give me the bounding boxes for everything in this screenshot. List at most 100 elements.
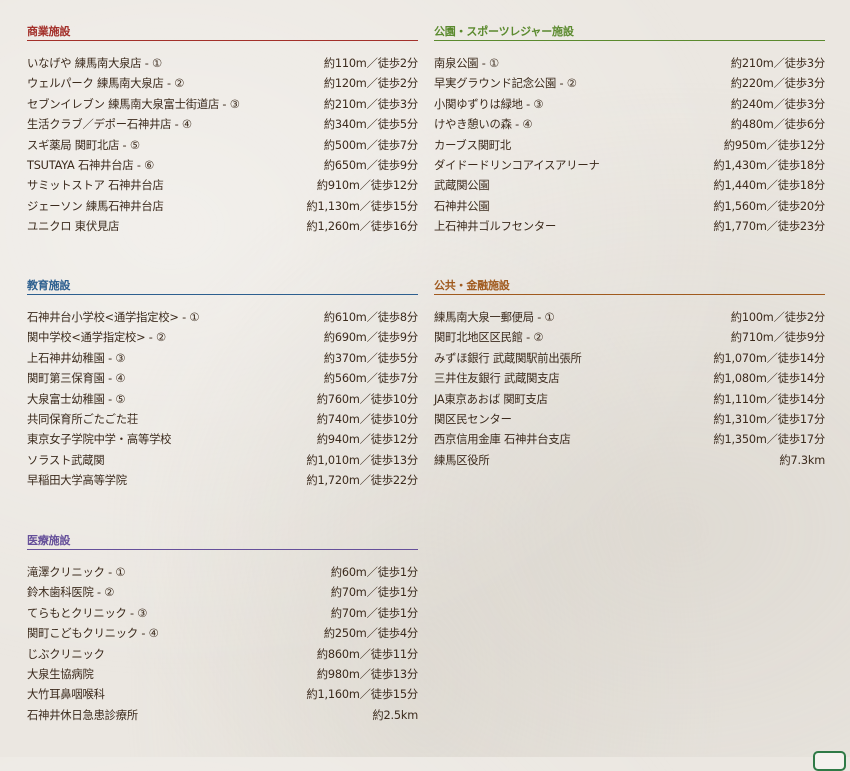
facility-row: ウェルパーク 練馬南大泉店 - ② 約120m／徒歩2分 <box>27 74 418 94</box>
facility-distance: 約1,560m／徒歩20分 <box>713 199 825 213</box>
facility-name: 東京女子学院中学・高等学校 <box>27 433 172 447</box>
facility-row: 石神井台小学校<通学指定校> - ① 約610m／徒歩8分 <box>27 308 418 328</box>
section-divider <box>27 294 418 295</box>
facility-distance: 約70m／徒歩1分 <box>330 606 418 620</box>
facility-row: 三井住友銀行 武蔵関支店 約1,080m／徒歩14分 <box>434 369 825 389</box>
facility-name: セブンイレブン 練馬南大泉富士街道店 - ③ <box>27 97 240 111</box>
facility-distance: 約1,720m／徒歩22分 <box>306 474 418 488</box>
facility-distance: 約1,010m／徒歩13分 <box>306 453 418 467</box>
facility-name: 武蔵関公園 <box>434 179 490 193</box>
facility-distance: 約1,770m／徒歩23分 <box>713 220 825 234</box>
facility-row: 関中学校<通学指定校> - ② 約690m／徒歩9分 <box>27 328 418 348</box>
facility-name: JA東京あおば 関町支店 <box>434 392 548 406</box>
facility-name: 三井住友銀行 武蔵関支店 <box>434 372 560 386</box>
facility-distance: 約1,080m／徒歩14分 <box>713 372 825 386</box>
section-education: 教育施設 石神井台小学校<通学指定校> - ① 約610m／徒歩8分 関中学校<… <box>27 277 418 492</box>
facility-name: 小関ゆずりは緑地 - ③ <box>434 97 544 111</box>
facility-distance: 約1,350m／徒歩17分 <box>713 433 825 447</box>
facility-distance: 約740m／徒歩10分 <box>316 412 418 426</box>
section-title: 教育施設 <box>27 279 71 292</box>
facility-row: 滝澤クリニック - ① 約60m／徒歩1分 <box>27 563 418 583</box>
facility-name: 上石神井幼稚園 - ③ <box>27 351 126 365</box>
facility-name: みずほ銀行 武蔵関駅前出張所 <box>434 351 582 365</box>
facility-row: 石神井公園 約1,560m／徒歩20分 <box>434 197 825 217</box>
facility-distance: 約2.5km <box>372 708 418 722</box>
facility-row: 早実グラウンド記念公園 - ② 約220m／徒歩3分 <box>434 74 825 94</box>
section-title: 公園・スポーツレジャー施設 <box>434 25 574 38</box>
facility-distance: 約860m／徒歩11分 <box>316 647 418 661</box>
facility-name: ユニクロ 東伏見店 <box>27 220 120 234</box>
facility-name: 練馬区役所 <box>434 453 490 467</box>
page-top-button[interactable] <box>813 751 846 771</box>
facility-name: 共同保育所ごたごた荘 <box>27 412 138 426</box>
facility-row: けやき憩いの森 - ④ 約480m／徒歩6分 <box>434 115 825 135</box>
facility-row: JA東京あおば 関町支店 約1,110m／徒歩14分 <box>434 390 825 410</box>
facility-row: スギ薬局 関町北店 - ⑤ 約500m／徒歩7分 <box>27 136 418 156</box>
facility-distance: 約370m／徒歩5分 <box>323 351 418 365</box>
facility-row: 鈴木歯科医院 - ② 約70m／徒歩1分 <box>27 583 418 603</box>
facility-name: スギ薬局 関町北店 - ⑤ <box>27 138 140 152</box>
facility-row: 南泉公園 - ① 約210m／徒歩3分 <box>434 54 825 74</box>
facility-name: 関中学校<通学指定校> - ② <box>27 331 166 345</box>
facility-name: TSUTAYA 石神井台店 - ⑥ <box>27 158 155 172</box>
section-parks: 公園・スポーツレジャー施設 南泉公園 - ① 約210m／徒歩3分 早実グラウン… <box>434 23 825 238</box>
facility-row: セブンイレブン 練馬南大泉富士街道店 - ③ 約210m／徒歩3分 <box>27 95 418 115</box>
facility-distance: 約100m／徒歩2分 <box>730 311 825 324</box>
facility-name: 早実グラウンド記念公園 - ② <box>434 77 577 91</box>
facility-row: 上石神井幼稚園 - ③ 約370m／徒歩5分 <box>27 349 418 369</box>
facility-distance: 約60m／徒歩1分 <box>330 566 418 579</box>
facility-row: 共同保育所ごたごた荘 約740m／徒歩10分 <box>27 410 418 430</box>
facility-row: いなげや 練馬南大泉店 - ① 約110m／徒歩2分 <box>27 54 418 74</box>
facility-distance: 約120m／徒歩2分 <box>323 77 418 91</box>
facility-distance: 約500m／徒歩7分 <box>323 138 418 152</box>
facility-distance: 約560m／徒歩7分 <box>323 372 418 386</box>
facility-row: みずほ銀行 武蔵関駅前出張所 約1,070m／徒歩14分 <box>434 349 825 369</box>
facility-distance: 約690m／徒歩9分 <box>323 331 418 345</box>
facility-list: 練馬南大泉一郵便局 - ① 約100m／徒歩2分 関町北地区区民館 - ② 約7… <box>434 308 825 471</box>
facility-row: ダイドードリンコアイスアリーナ 約1,430m／徒歩18分 <box>434 156 825 176</box>
facility-row: 早稲田大学高等学院 約1,720m／徒歩22分 <box>27 471 418 491</box>
facility-name: カーブス関町北 <box>434 138 512 152</box>
facility-row: ジェーソン 練馬石神井台店 約1,130m／徒歩15分 <box>27 197 418 217</box>
section-title: 商業施設 <box>27 25 71 38</box>
facility-name: 石神井台小学校<通学指定校> - ① <box>27 311 200 324</box>
facility-list: 南泉公園 - ① 約210m／徒歩3分 早実グラウンド記念公園 - ② 約220… <box>434 54 825 238</box>
facility-name: 関町北地区区民館 - ② <box>434 331 544 345</box>
facility-distance: 約110m／徒歩2分 <box>323 57 418 70</box>
facility-row: 関町北地区区民館 - ② 約710m／徒歩9分 <box>434 328 825 348</box>
facility-row: 大竹耳鼻咽喉科 約1,160m／徒歩15分 <box>27 685 418 705</box>
facility-row: TSUTAYA 石神井台店 - ⑥ 約650m／徒歩9分 <box>27 156 418 176</box>
facility-name: 石神井公園 <box>434 199 490 213</box>
facility-distance: 約760m／徒歩10分 <box>316 392 418 406</box>
section-divider <box>27 549 418 550</box>
facility-row: ユニクロ 東伏見店 約1,260m／徒歩16分 <box>27 217 418 237</box>
facility-distance: 約1,260m／徒歩16分 <box>306 220 418 234</box>
facility-name: けやき憩いの森 - ④ <box>434 118 533 132</box>
facility-name: てらもとクリニック - ③ <box>27 606 148 620</box>
section-divider <box>434 294 825 295</box>
facility-distance: 約250m／徒歩4分 <box>323 627 418 641</box>
facility-name: 大泉生協病院 <box>27 667 94 681</box>
facility-name: ジェーソン 練馬石神井台店 <box>27 199 164 213</box>
section-commercial: 商業施設 いなげや 練馬南大泉店 - ① 約110m／徒歩2分 ウェルパーク 練… <box>27 23 418 238</box>
facility-row: カーブス関町北 約950m／徒歩12分 <box>434 136 825 156</box>
facility-row: 練馬南大泉一郵便局 - ① 約100m／徒歩2分 <box>434 308 825 328</box>
facility-row: 武蔵関公園 約1,440m／徒歩18分 <box>434 176 825 196</box>
facility-name: 早稲田大学高等学院 <box>27 474 127 488</box>
facility-distance: 約480m／徒歩6分 <box>730 118 825 132</box>
facility-name: 石神井休日急患診療所 <box>27 708 138 722</box>
facility-distance: 約1,070m／徒歩14分 <box>713 351 825 365</box>
facility-name: 大竹耳鼻咽喉科 <box>27 688 105 702</box>
facility-name: 鈴木歯科医院 - ② <box>27 586 115 600</box>
facility-name: 西京信用金庫 石神井台支店 <box>434 433 571 447</box>
facility-name: いなげや 練馬南大泉店 - ① <box>27 57 162 70</box>
facility-distance: 約240m／徒歩3分 <box>730 97 825 111</box>
facility-row: 大泉富士幼稚園 - ⑤ 約760m／徒歩10分 <box>27 390 418 410</box>
facility-row: 関区民センター 約1,310m／徒歩17分 <box>434 410 825 430</box>
facility-distance: 約1,440m／徒歩18分 <box>713 179 825 193</box>
facility-distance: 約1,130m／徒歩15分 <box>306 199 418 213</box>
facility-name: 練馬南大泉一郵便局 - ① <box>434 311 555 324</box>
facility-row: てらもとクリニック - ③ 約70m／徒歩1分 <box>27 604 418 624</box>
facility-name: じぶクリニック <box>27 647 105 661</box>
facility-list: いなげや 練馬南大泉店 - ① 約110m／徒歩2分 ウェルパーク 練馬南大泉店… <box>27 54 418 238</box>
